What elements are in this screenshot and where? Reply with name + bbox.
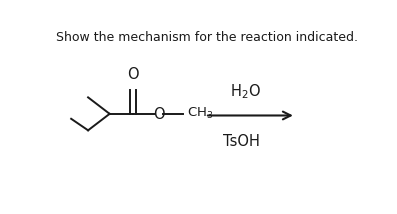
Text: H$_2$O: H$_2$O xyxy=(229,82,260,101)
Text: O: O xyxy=(153,107,165,122)
Text: Show the mechanism for the reaction indicated.: Show the mechanism for the reaction indi… xyxy=(56,31,358,44)
Text: O: O xyxy=(127,67,139,82)
Text: CH$_3$: CH$_3$ xyxy=(187,106,213,120)
Text: TsOH: TsOH xyxy=(224,134,260,149)
